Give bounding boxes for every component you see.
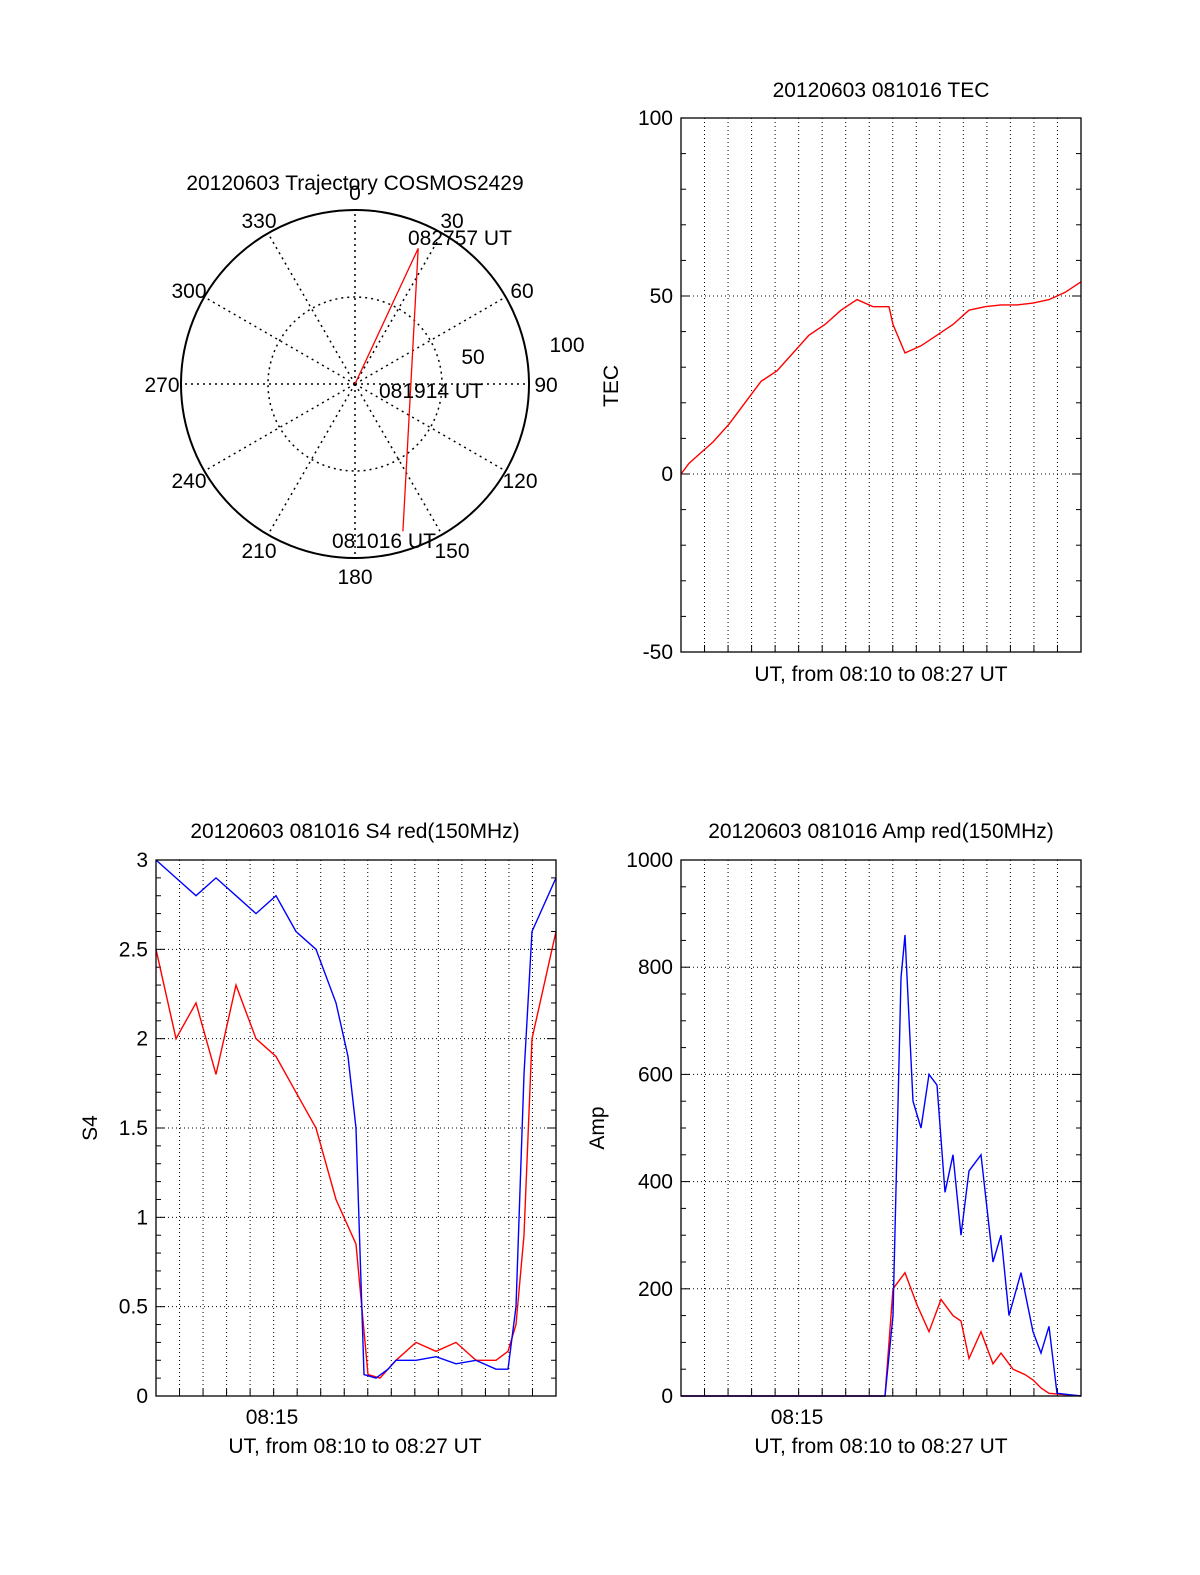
- amp-plot: 20120603 081016 Amp red(150MHz) Amp UT, …: [586, 820, 1082, 1458]
- polar-inner-circle: [267, 296, 443, 472]
- polar-spoke-60: [354, 296, 507, 385]
- polar-spoke-210: [267, 383, 356, 536]
- tec-xlabel: UT, from 08:10 to 08:27 UT: [754, 663, 1007, 686]
- s4-ytick-label-6: 3: [136, 849, 148, 872]
- polar-spoke-300: [203, 296, 356, 385]
- polar-azimuth-label-60: 60: [510, 280, 533, 303]
- tec-ytick-label-0: -50: [643, 641, 673, 664]
- amp-ticks: 0 200 400 600 800 1000 08:15: [626, 849, 1081, 1429]
- tec-frame: [680, 117, 1082, 653]
- s4-ytick-label-0: 0: [136, 1385, 148, 1408]
- s4-ytick-label-4: 2: [136, 1028, 148, 1051]
- tec-series-line-0: [680, 281, 1082, 475]
- amp-ytick-label-1: 200: [638, 1278, 673, 1301]
- polar-azimuth-label-120: 120: [502, 470, 537, 493]
- amp-ytick-label-4: 800: [638, 956, 673, 979]
- trajectory-line: [354, 248, 419, 532]
- polar-azimuth-labels: 0 30 60 90 120 150 180 210 240 270 300 330: [144, 182, 557, 589]
- tec-grid: [681, 118, 1081, 652]
- trajectory-polar-plot: 20120603 Trajectory COSMOS2429 0 30 60 90 12…: [144, 172, 584, 589]
- polar-spoke-150: [354, 383, 443, 536]
- polar-spoke-120: [354, 383, 507, 472]
- amp-ytick-label-2: 400: [638, 1171, 673, 1194]
- s4-title: 20120603 081016 S4 red(150MHz): [190, 820, 519, 843]
- amp-xtick-label-0: 08:15: [771, 1406, 824, 1429]
- s4-plot: 20120603 081016 S4 red(150MHz) S4 UT, fr…: [79, 820, 557, 1458]
- polar-spokes: [181, 210, 529, 558]
- tec-ytick-label-2: 50: [650, 285, 673, 308]
- s4-frame: [155, 859, 557, 1397]
- s4-ticks: 0 0.5 1 1.5 2 2.5 3 08:15: [119, 849, 556, 1429]
- polar-azimuth-label-90: 90: [534, 374, 557, 397]
- polar-spoke-330: [267, 232, 356, 385]
- tec-ylabel: TEC: [600, 365, 623, 407]
- amp-series-line-0: [681, 1271, 1082, 1397]
- polar-radial-label-100: 100: [549, 334, 584, 357]
- amp-frame: [680, 859, 1082, 1397]
- trajectory-mid-label: 081914 UT: [379, 380, 483, 403]
- polar-outer-circle: [180, 209, 530, 559]
- tec-plot: 20120603 081016 TEC TEC UT, from 08:10 t…: [600, 79, 1082, 686]
- amp-ytick-label-3: 600: [638, 1063, 673, 1086]
- amp-xlabel: UT, from 08:10 to 08:27 UT: [754, 1435, 1007, 1458]
- amp-title: 20120603 081016 Amp red(150MHz): [708, 820, 1054, 843]
- s4-xtick-label-0: 08:15: [246, 1406, 299, 1429]
- polar-azimuth-label-210: 210: [241, 540, 276, 563]
- polar-spoke-240: [203, 383, 356, 472]
- amp-series: [681, 934, 1082, 1397]
- amp-grid: [681, 860, 1081, 1396]
- s4-series-line-1: [155, 859, 557, 1379]
- polar-title: 20120603 Trajectory COSMOS2429: [186, 172, 523, 195]
- trajectory-start-label: 081016 UT: [332, 530, 436, 553]
- tec-series: [680, 281, 1082, 475]
- polar-azimuth-label-150: 150: [434, 540, 469, 563]
- polar-azimuth-label-300: 300: [171, 280, 206, 303]
- polar-spoke-30: [354, 232, 443, 385]
- s4-ylabel: S4: [79, 1115, 102, 1141]
- s4-series-line-0: [155, 931, 557, 1379]
- s4-ytick-label-2: 1: [136, 1206, 148, 1229]
- amp-ytick-label-0: 0: [661, 1385, 673, 1408]
- s4-xlabel: UT, from 08:10 to 08:27 UT: [228, 1435, 481, 1458]
- amp-ytick-label-5: 1000: [626, 849, 673, 872]
- s4-series: [155, 859, 557, 1379]
- amp-ylabel: Amp: [586, 1106, 609, 1149]
- amp-series-line-1: [681, 934, 1082, 1397]
- polar-azimuth-label-330: 330: [241, 210, 276, 233]
- polar-azimuth-label-240: 240: [171, 470, 206, 493]
- tec-title: 20120603 081016 TEC: [773, 79, 990, 102]
- polar-azimuth-label-0: 0: [349, 182, 361, 205]
- s4-ytick-label-3: 1.5: [119, 1117, 148, 1140]
- tec-ytick-label-1: 0: [661, 463, 673, 486]
- polar-azimuth-label-30: 30: [440, 210, 463, 233]
- s4-ytick-label-1: 0.5: [119, 1296, 148, 1319]
- tec-ytick-label-3: 100: [638, 107, 673, 130]
- polar-azimuth-label-270: 270: [144, 374, 179, 397]
- s4-ytick-label-5: 2.5: [119, 938, 148, 961]
- polar-azimuth-label-180: 180: [337, 566, 372, 589]
- polar-radial-label-50: 50: [461, 346, 484, 369]
- trajectory-end-label: 082757 UT: [408, 227, 512, 250]
